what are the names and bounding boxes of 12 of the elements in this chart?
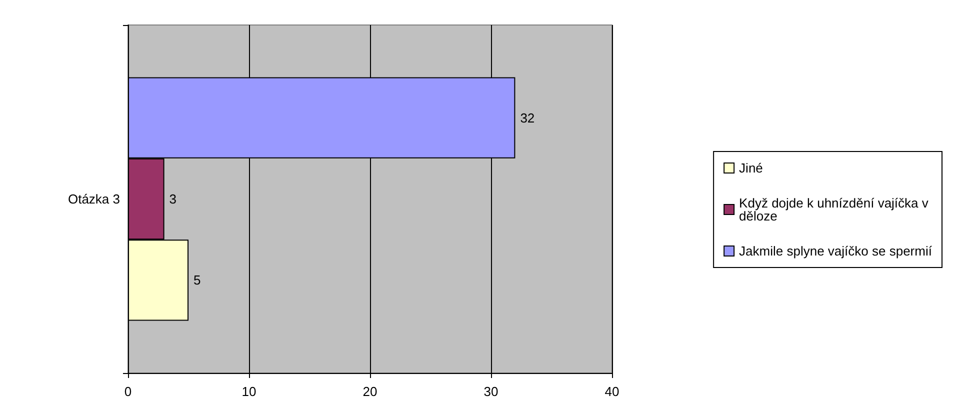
legend-label: Jakmile splyne vajíčko se spermií (739, 244, 932, 258)
x-tick-label: 20 (362, 384, 378, 399)
legend-label: Když dojde k uhnízdění vajíčka v děloze (739, 196, 932, 224)
data-label: 32 (520, 110, 535, 126)
x-tick-label: 10 (242, 384, 256, 399)
x-tick-label: 30 (484, 384, 498, 399)
x-tick-label: 0 (124, 384, 132, 399)
legend-label: Jiné (739, 160, 763, 176)
data-label: 3 (169, 192, 177, 206)
y-tick-label: Otázka 3 (68, 192, 120, 206)
x-tick-label: 40 (604, 384, 620, 399)
data-label: 5 (194, 272, 201, 288)
